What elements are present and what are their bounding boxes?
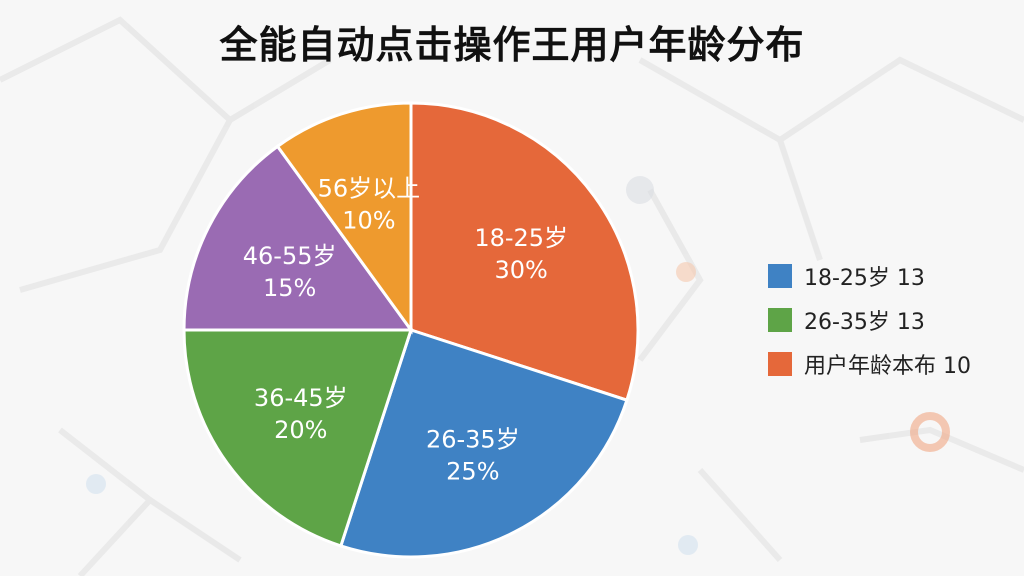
legend-item: 用户年龄本布 10 xyxy=(768,350,971,379)
legend-item: 18-25岁 13 xyxy=(768,262,971,291)
legend-swatch xyxy=(768,264,792,288)
pie-slice xyxy=(409,101,640,403)
legend-label: 18-25岁 13 xyxy=(804,266,925,291)
pie-slice xyxy=(275,101,413,335)
slice-label: 18-25岁 xyxy=(474,224,568,252)
slice-label: 46-55岁 xyxy=(243,242,337,270)
legend-swatch xyxy=(768,352,792,376)
pie-slice xyxy=(338,328,629,559)
slice-value-label: 15% xyxy=(263,274,316,302)
slice-value-label: 20% xyxy=(274,416,327,444)
slice-value-label: 30% xyxy=(495,256,548,284)
legend-label: 26-35岁 13 xyxy=(804,310,925,335)
chart-legend: 18-25岁 13 26-35岁 13 用户年龄本布 10 xyxy=(768,262,971,394)
legend-item: 26-35岁 13 xyxy=(768,306,971,335)
slice-label: 26-35岁 xyxy=(426,425,520,453)
pie-slice xyxy=(182,328,414,548)
legend-swatch xyxy=(768,308,792,332)
pie-slice xyxy=(182,144,414,332)
slice-label: 36-45岁 xyxy=(254,384,348,412)
slice-value-label: 10% xyxy=(342,206,395,234)
slice-value-label: 25% xyxy=(446,457,499,485)
legend-label: 用户年龄本布 10 xyxy=(804,354,971,379)
slice-label: 56岁以上 xyxy=(318,174,421,202)
chart-title: 全能自动点击操作王用户年龄分布 xyxy=(219,23,805,67)
